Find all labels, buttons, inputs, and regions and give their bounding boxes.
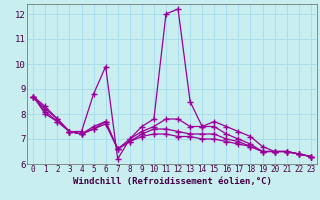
X-axis label: Windchill (Refroidissement éolien,°C): Windchill (Refroidissement éolien,°C)	[73, 177, 271, 186]
